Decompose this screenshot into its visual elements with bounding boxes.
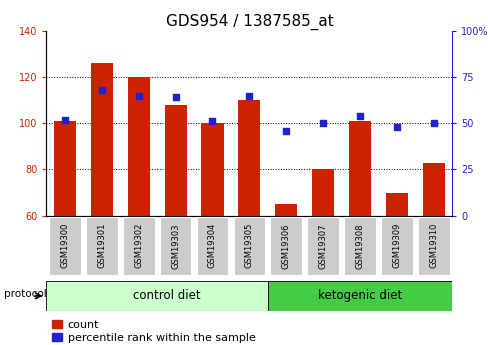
Bar <box>267 281 451 310</box>
Bar <box>380 217 412 275</box>
Text: GSM19307: GSM19307 <box>318 223 327 268</box>
Bar <box>422 162 444 216</box>
Title: GDS954 / 1387585_at: GDS954 / 1387585_at <box>165 13 333 30</box>
Point <box>319 121 326 126</box>
Text: GSM19306: GSM19306 <box>281 223 290 268</box>
Bar <box>86 217 118 275</box>
Bar <box>306 217 338 275</box>
Text: GSM19309: GSM19309 <box>392 223 401 268</box>
Point <box>282 128 289 134</box>
Bar <box>344 217 375 275</box>
Text: protocol: protocol <box>4 289 46 299</box>
Text: control diet: control diet <box>132 289 200 302</box>
Bar <box>348 121 370 216</box>
Text: GSM19301: GSM19301 <box>97 223 106 268</box>
Point <box>61 117 69 122</box>
Text: GSM19308: GSM19308 <box>355 223 364 268</box>
Point <box>392 124 400 130</box>
Bar <box>275 204 297 216</box>
Bar <box>233 217 264 275</box>
Text: GSM19300: GSM19300 <box>61 223 69 268</box>
Bar <box>164 105 186 216</box>
Point <box>171 95 179 100</box>
Point <box>135 93 142 98</box>
Bar <box>196 217 228 275</box>
Bar <box>46 281 267 310</box>
Bar <box>122 217 154 275</box>
Bar <box>417 217 449 275</box>
Text: GSM19302: GSM19302 <box>134 223 143 268</box>
Bar <box>311 169 334 216</box>
Bar <box>49 217 81 275</box>
Point <box>98 87 105 93</box>
Bar <box>270 217 302 275</box>
Bar <box>91 63 113 216</box>
Text: GSM19305: GSM19305 <box>244 223 253 268</box>
Bar <box>127 77 149 216</box>
Text: GSM19304: GSM19304 <box>207 223 217 268</box>
Text: ketogenic diet: ketogenic diet <box>317 289 402 302</box>
Text: GSM19310: GSM19310 <box>428 223 437 268</box>
Bar <box>385 193 407 216</box>
Bar <box>201 123 223 216</box>
Bar <box>160 217 191 275</box>
Point <box>208 119 216 124</box>
Text: GSM19303: GSM19303 <box>171 223 180 268</box>
Legend: count, percentile rank within the sample: count, percentile rank within the sample <box>52 319 255 343</box>
Point <box>429 121 437 126</box>
Bar <box>54 121 76 216</box>
Point <box>355 113 363 119</box>
Point <box>245 93 253 98</box>
Bar <box>238 100 260 216</box>
